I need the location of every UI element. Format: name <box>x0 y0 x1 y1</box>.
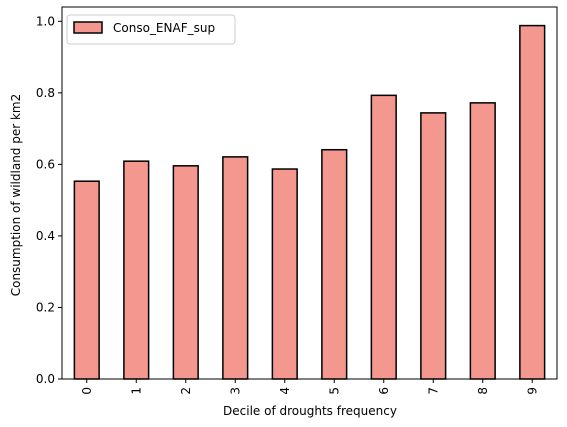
bar-0 <box>73 180 100 380</box>
x-tick-label-6: 6 <box>377 387 391 395</box>
legend-swatch <box>73 21 103 34</box>
x-tick-label-0: 0 <box>80 387 94 395</box>
x-tick-label-8: 8 <box>476 387 490 395</box>
y-tick-label-1: 0.2 <box>36 300 55 314</box>
x-tick-label-2: 2 <box>179 387 193 395</box>
plot-frame <box>61 6 558 380</box>
bar-7 <box>420 112 447 380</box>
legend-label: Conso_ENAF_sup <box>113 21 215 35</box>
x-tick-label-5: 5 <box>327 387 341 395</box>
bar-5 <box>321 148 348 380</box>
legend-frame <box>66 14 236 45</box>
y-tick-label-5: 1.0 <box>36 14 55 28</box>
axes-layer <box>61 6 558 380</box>
bar-4 <box>271 168 298 380</box>
bars-layer <box>73 24 546 380</box>
y-axis-title: Consumption of wildland per km2 <box>9 94 23 297</box>
bar-9 <box>519 24 546 380</box>
ticks-layer: 0 1 2 3 4 5 6 7 8 9 0.0 0.2 0.4 0.6 0.8 1.0 <box>36 14 539 394</box>
y-tick-label-0: 0.0 <box>36 372 55 386</box>
bar-6 <box>370 94 397 380</box>
bar-1 <box>123 160 150 380</box>
bar-8 <box>469 102 496 380</box>
legend: Conso_ENAF_sup <box>66 14 236 45</box>
x-tick-label-1: 1 <box>129 387 143 395</box>
x-tick-label-3: 3 <box>228 387 242 395</box>
y-tick-label-4: 0.8 <box>36 86 55 100</box>
x-tick-label-7: 7 <box>426 387 440 395</box>
bar-2 <box>172 165 199 380</box>
y-tick-label-3: 0.6 <box>36 157 55 171</box>
x-tick-label-9: 9 <box>525 387 539 395</box>
bar-3 <box>222 156 249 380</box>
y-tick-label-2: 0.4 <box>36 229 55 243</box>
x-axis-title: Decile of droughts frequency <box>223 404 397 418</box>
x-tick-label-4: 4 <box>278 387 292 395</box>
